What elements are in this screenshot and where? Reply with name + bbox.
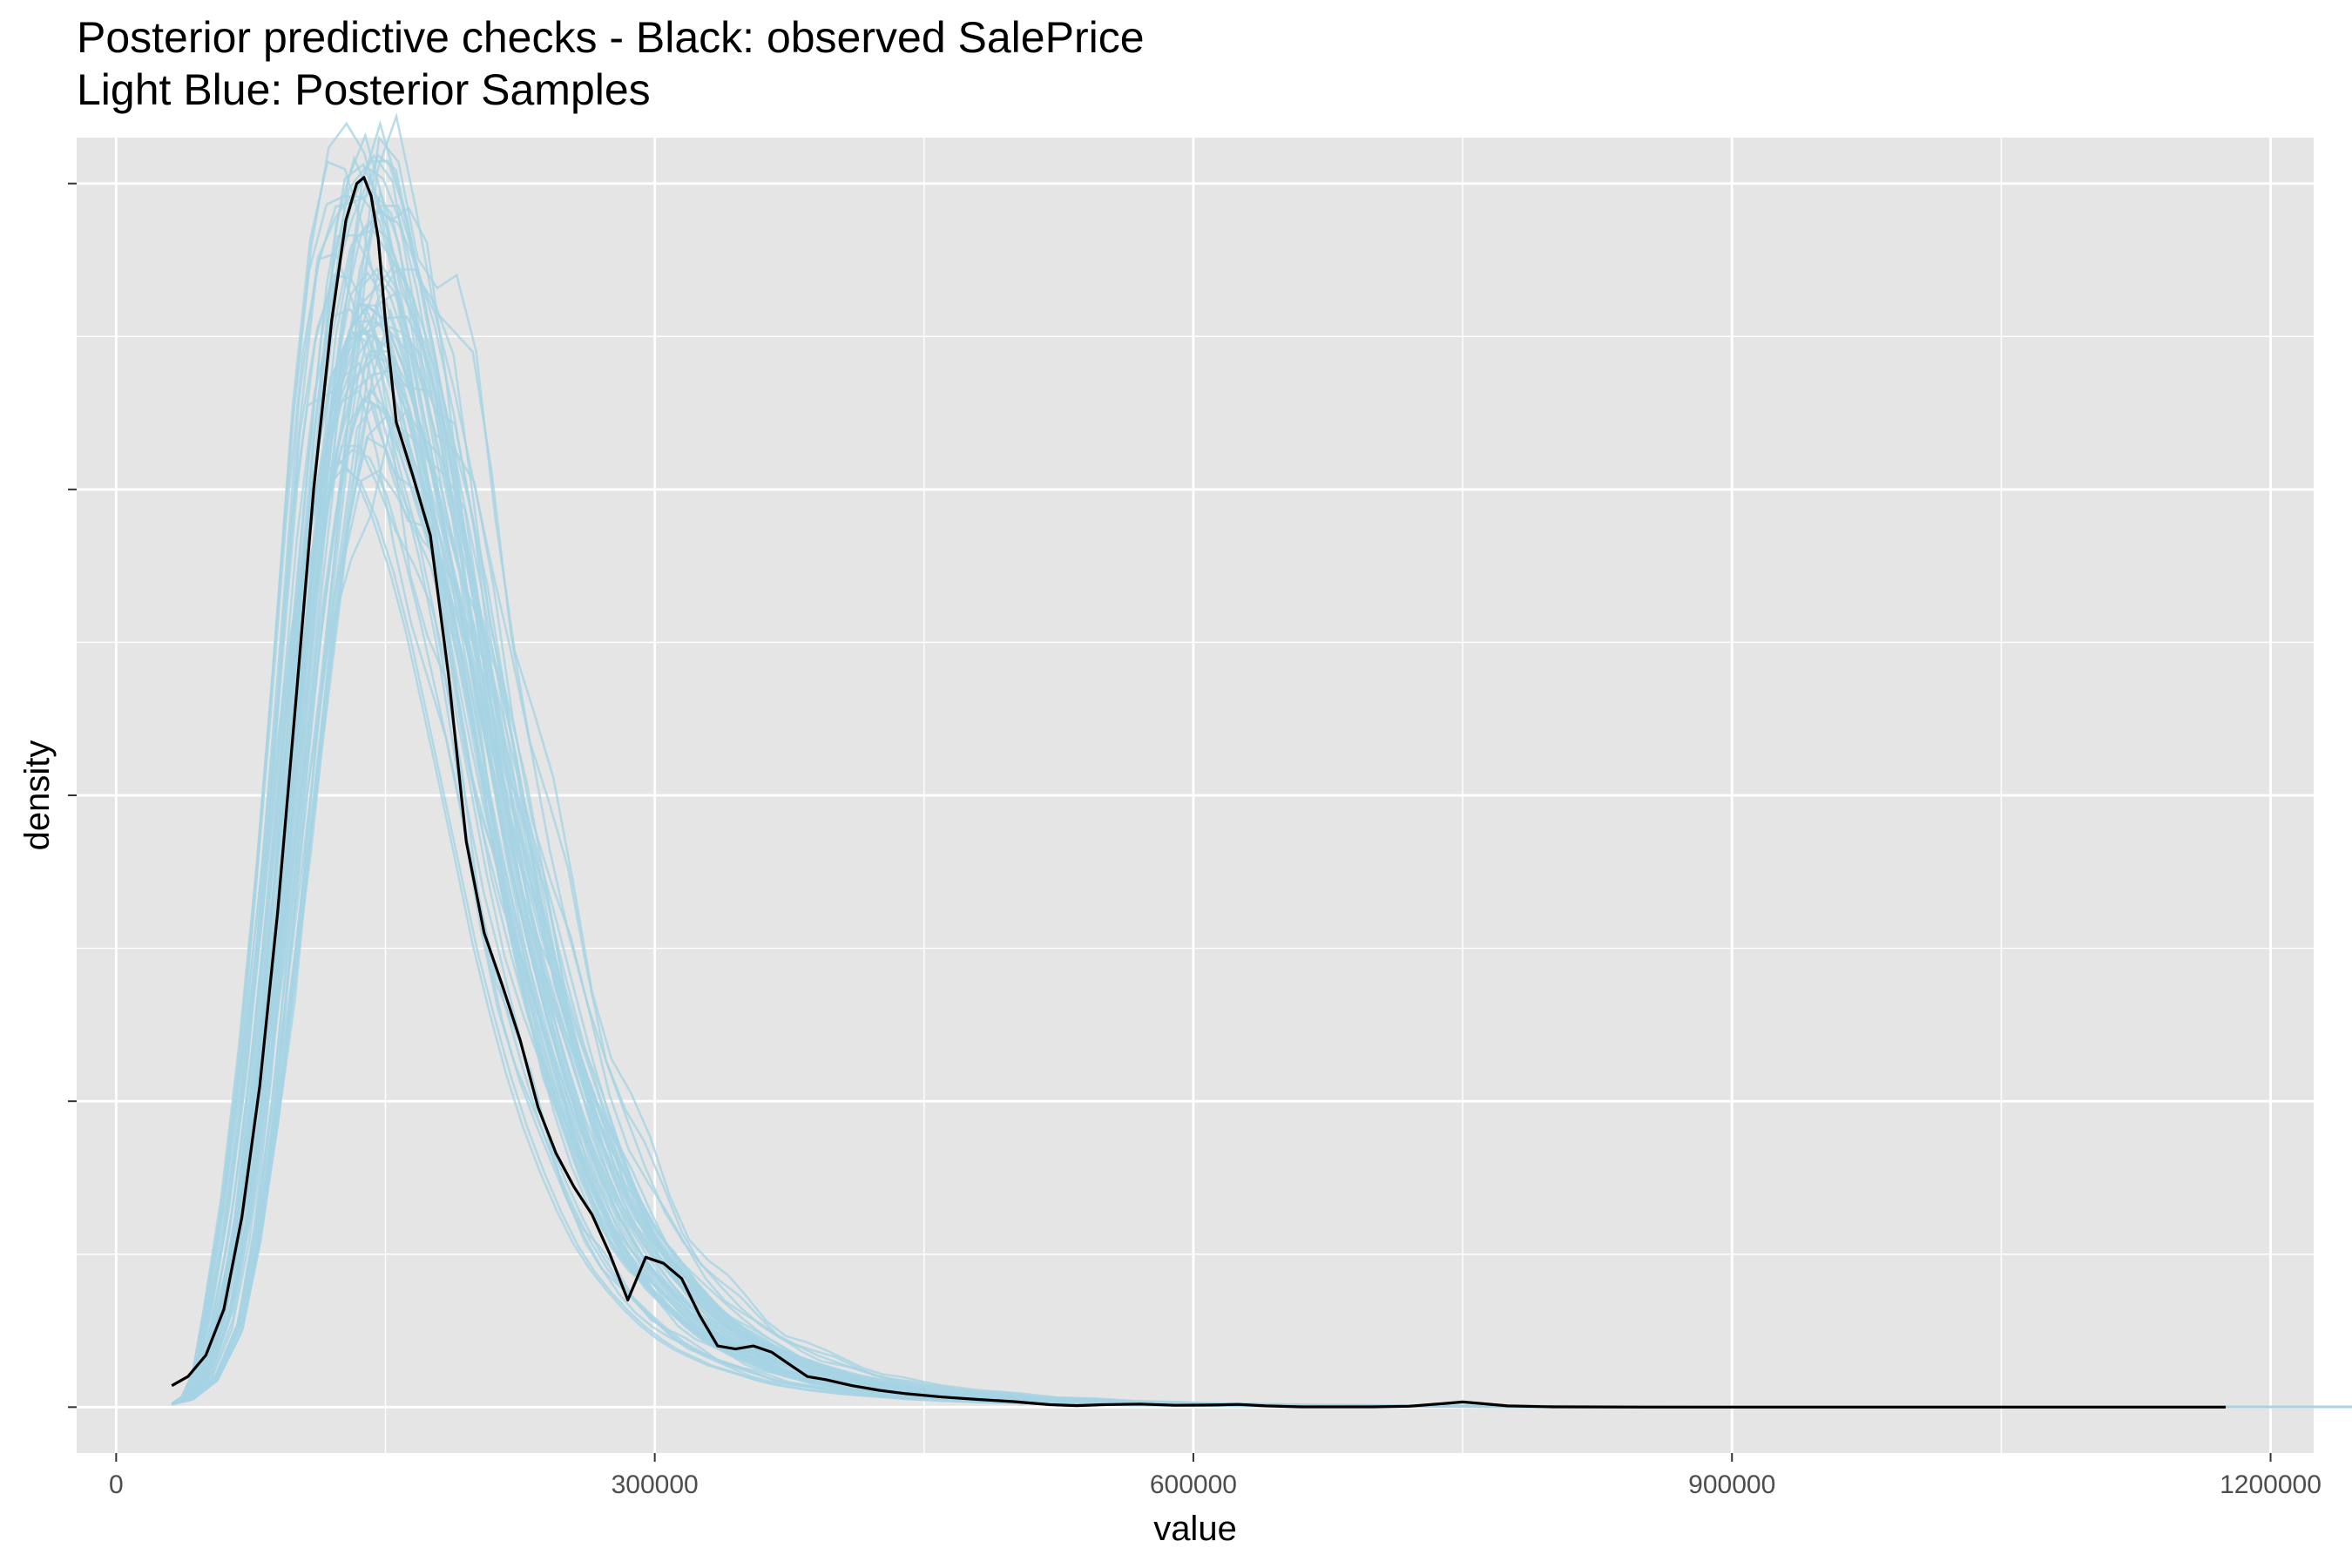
grid-lines [77,138,2314,1453]
axes: 0 300000 600000 900000 1200000 [68,182,2322,1499]
chart-subtitle: Light Blue: Posterior Samples [77,65,651,114]
x-tick-label: 300000 [612,1470,699,1499]
x-tick-label: 0 [109,1470,124,1499]
x-tick-label: 600000 [1150,1470,1237,1499]
observed-saleprice-line [171,176,2226,1409]
x-tick-label: 900000 [1688,1470,1775,1499]
x-tick-label: 1200000 [2220,1470,2322,1499]
y-axis-title: density [18,740,57,851]
chart-title: Posterior predictive checks - Black: obs… [77,13,1145,62]
observed-density-curve [171,176,2226,1409]
x-axis-title: value [1153,1510,1237,1548]
